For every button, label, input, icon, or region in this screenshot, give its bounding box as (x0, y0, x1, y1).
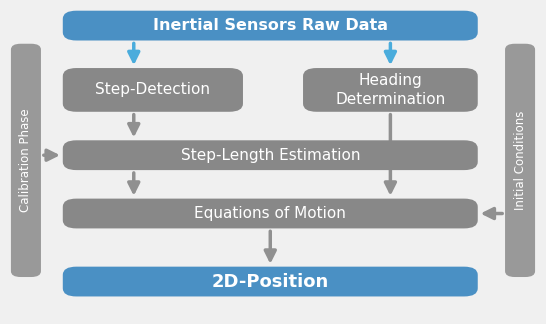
FancyBboxPatch shape (11, 44, 41, 277)
FancyBboxPatch shape (63, 68, 243, 112)
Text: 2D-Position: 2D-Position (212, 272, 329, 291)
FancyBboxPatch shape (63, 140, 478, 170)
Text: Calibration Phase: Calibration Phase (20, 109, 32, 212)
Text: Inertial Sensors Raw Data: Inertial Sensors Raw Data (153, 18, 388, 33)
FancyBboxPatch shape (63, 11, 478, 40)
Text: Heading
Determination: Heading Determination (335, 73, 446, 107)
FancyBboxPatch shape (63, 267, 478, 296)
Text: Equations of Motion: Equations of Motion (194, 206, 346, 221)
FancyBboxPatch shape (303, 68, 478, 112)
FancyBboxPatch shape (505, 44, 535, 277)
Text: Initial Conditions: Initial Conditions (514, 111, 526, 210)
FancyBboxPatch shape (63, 199, 478, 228)
Text: Step-Detection: Step-Detection (96, 82, 210, 98)
Text: Step-Length Estimation: Step-Length Estimation (181, 148, 360, 163)
